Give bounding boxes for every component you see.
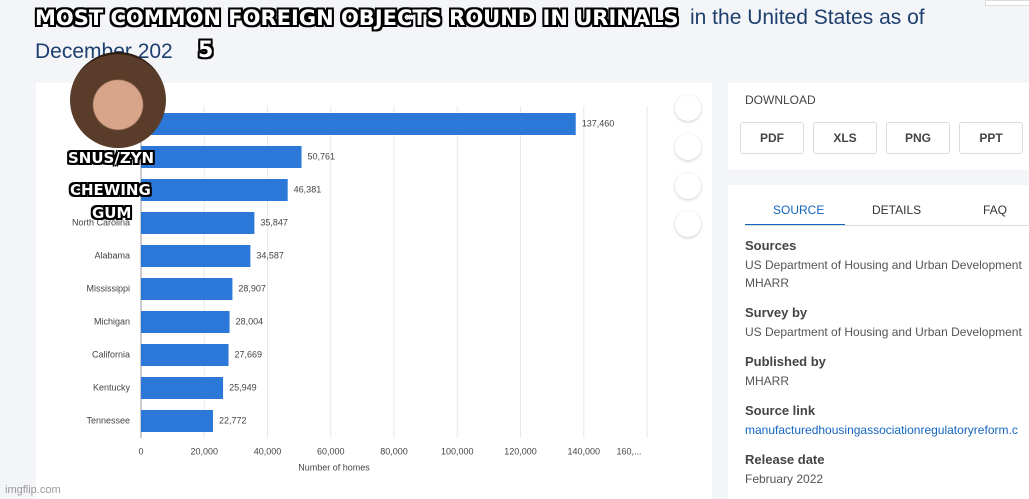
download-button[interactable]: PPT xyxy=(959,122,1023,154)
meme-digit: 5 xyxy=(198,38,214,63)
face-image xyxy=(70,52,166,148)
tab[interactable]: SOURCE xyxy=(773,203,825,217)
meme-label: CHEWING xyxy=(70,181,151,199)
x-tick-label: 0 xyxy=(138,446,143,456)
bar xyxy=(141,344,229,366)
print-icon[interactable] xyxy=(675,211,701,237)
detail-value: US Department of Housing and Urban Devel… xyxy=(745,325,1022,339)
detail-label: Published by xyxy=(745,354,826,369)
detail-value[interactable]: manufacturedhousingassociationregulatory… xyxy=(745,423,1018,437)
download-button[interactable]: PNG xyxy=(886,122,950,154)
title-end: in the United States as of xyxy=(690,6,925,29)
download-heading: DOWNLOAD xyxy=(745,93,816,107)
y-tick-label: Kentucky xyxy=(93,382,131,392)
value-label: 27,669 xyxy=(235,349,263,359)
bar xyxy=(141,377,224,399)
detail-label: Survey by xyxy=(745,305,808,320)
y-tick-label: North Carolina xyxy=(72,217,130,227)
settings-icon[interactable] xyxy=(675,95,701,121)
value-label: 28,907 xyxy=(238,283,266,293)
bar xyxy=(141,179,288,201)
bar xyxy=(141,146,302,168)
value-label: 22,772 xyxy=(219,415,247,425)
download-button[interactable]: XLS xyxy=(813,122,877,154)
meme-label: GUM xyxy=(92,204,132,222)
x-tick-label: 100,000 xyxy=(441,446,474,456)
value-label: 137,460 xyxy=(582,118,615,128)
watermark: imgflip.com xyxy=(5,484,61,496)
y-tick-label: California xyxy=(92,349,130,359)
value-label: 50,761 xyxy=(308,151,336,161)
x-tick-label: 80,000 xyxy=(380,446,408,456)
detail-value: February 2022 xyxy=(745,472,824,486)
bar xyxy=(141,113,576,135)
detail-value: MHARR xyxy=(745,374,789,388)
x-tick-label: 160,... xyxy=(616,446,641,456)
value-label: 28,004 xyxy=(236,316,264,326)
tab-rule xyxy=(745,225,1029,226)
detail-label: Source link xyxy=(745,403,816,418)
bar xyxy=(141,245,251,267)
value-label: 34,587 xyxy=(256,250,284,260)
info-panel: SOURCE DETAILS FAQ Sources US Department of… xyxy=(728,185,1029,499)
y-tick-label: Tennessee xyxy=(86,415,130,425)
tab[interactable]: DETAILS xyxy=(872,203,922,217)
header-button[interactable] xyxy=(985,0,1029,6)
x-tick-label: 140,000 xyxy=(567,446,600,456)
value-label: 25,949 xyxy=(229,382,257,392)
bar xyxy=(141,212,255,234)
x-tick-label: 120,000 xyxy=(504,446,537,456)
tab[interactable]: FAQ xyxy=(983,203,1008,217)
meme-label: SNUS/ZYN xyxy=(68,149,155,167)
x-tick-label: 60,000 xyxy=(317,446,345,456)
y-tick-label: Michigan xyxy=(94,316,130,326)
meme-caption: MOST COMMON FOREIGN OBJECTS ROUND IN URI… xyxy=(35,6,679,30)
detail-value: US Department of Housing and Urban Devel… xyxy=(745,258,1022,272)
y-tick-label: Alabama xyxy=(94,250,130,260)
cite-icon[interactable] xyxy=(675,173,701,199)
x-tick-label: 40,000 xyxy=(254,446,282,456)
detail-label: Sources xyxy=(745,238,797,253)
value-label: 46,381 xyxy=(294,184,322,194)
y-tick-label: Mississippi xyxy=(86,283,130,293)
download-button[interactable]: PDF xyxy=(740,122,804,154)
bar xyxy=(141,278,233,300)
value-label: 35,847 xyxy=(260,217,288,227)
detail-label: Release date xyxy=(745,452,825,467)
detail-value: MHARR xyxy=(745,276,789,290)
bar xyxy=(141,410,214,432)
x-axis-label: Number of homes xyxy=(298,462,370,472)
bar xyxy=(141,311,230,333)
download-panel: DOWNLOAD PDF XLS PNG PPT xyxy=(728,83,1029,170)
x-tick-label: 20,000 xyxy=(190,446,218,456)
share-icon[interactable] xyxy=(675,134,701,160)
